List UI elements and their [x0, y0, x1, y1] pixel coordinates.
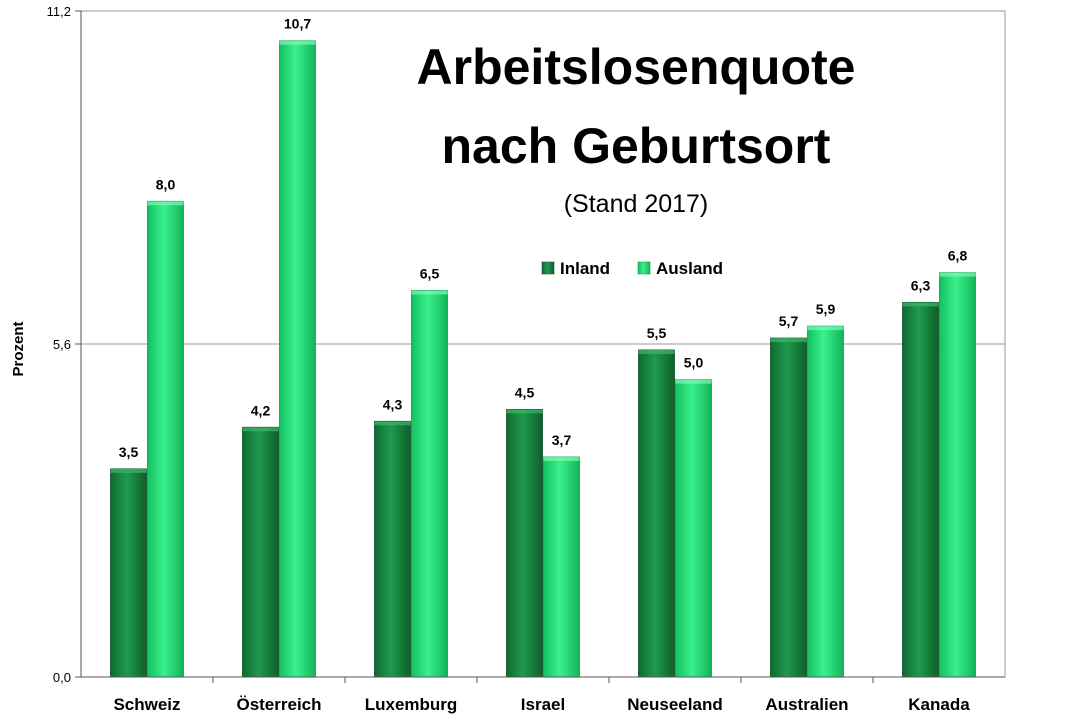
- bar-cap-inland-0: [110, 468, 147, 473]
- bar-cap-inland-4: [638, 349, 675, 354]
- legend-swatch-ausland: [637, 261, 651, 275]
- data-label-ausland-0: 8,0: [156, 176, 176, 192]
- gridlines: [81, 10, 1005, 345]
- data-label-ausland-1: 10,7: [284, 16, 311, 32]
- chart-title-line-1: Arbeitslosenquote: [417, 39, 856, 95]
- legend: Inland Ausland: [541, 259, 723, 278]
- bar-cap-inland-6: [902, 302, 939, 307]
- bar-cap-inland-3: [506, 409, 543, 414]
- x-axis-categories: Schweiz Österreich Luxemburg Israel Neuseela…: [113, 677, 970, 714]
- data-label-ausland-4: 5,0: [684, 355, 704, 371]
- data-label-ausland-3: 3,7: [552, 432, 572, 448]
- x-category-label-6: Kanada: [908, 695, 970, 714]
- data-label-inland-1: 4,2: [251, 402, 271, 418]
- bar-cap-ausland-1: [279, 40, 316, 45]
- bar-inland-3: [506, 409, 543, 678]
- bar-ausland-3: [543, 456, 580, 678]
- bar-cap-ausland-2: [411, 290, 448, 295]
- bar-ausland-1: [279, 40, 316, 678]
- bar-cap-ausland-6: [939, 272, 976, 277]
- y-tick-label-0: 0,0: [53, 670, 71, 685]
- data-label-inland-0: 3,5: [119, 444, 139, 460]
- bar-cap-ausland-0: [147, 201, 184, 206]
- bar-inland-0: [110, 468, 147, 678]
- bar-inland-5: [770, 337, 807, 678]
- legend-label-inland: Inland: [560, 259, 610, 278]
- data-label-inland-2: 4,3: [383, 396, 403, 412]
- bar-cap-inland-5: [770, 338, 807, 343]
- legend-label-ausland: Ausland: [656, 259, 723, 278]
- data-label-inland-5: 5,7: [779, 313, 799, 329]
- bar-cap-ausland-5: [807, 326, 844, 331]
- bar-inland-2: [374, 420, 411, 678]
- data-label-ausland-2: 6,5: [420, 265, 440, 281]
- data-label-ausland-6: 6,8: [948, 248, 968, 264]
- data-labels: 3,5 8,0 4,2 10,7 4,3 6,5 4,5 3,7 5,5 5,0 5,7 5,9 6,3…: [119, 16, 968, 460]
- bar-ausland-0: [147, 200, 184, 678]
- y-tick-label-2: 11,2: [47, 4, 71, 19]
- data-label-ausland-5: 5,9: [816, 301, 836, 317]
- bars: [110, 40, 976, 678]
- data-label-inland-3: 4,5: [515, 384, 535, 400]
- bar-cap-inland-2: [374, 421, 411, 426]
- x-category-label-4: Neuseeland: [627, 695, 722, 714]
- chart-subtitle: (Stand 2017): [564, 190, 709, 218]
- legend-swatch-inland: [541, 261, 555, 275]
- bar-ausland-6: [939, 272, 976, 678]
- bar-cap-inland-1: [242, 427, 279, 432]
- x-category-label-1: Österreich: [236, 695, 321, 714]
- x-category-label-5: Australien: [765, 695, 848, 714]
- bar-ausland-2: [411, 290, 448, 678]
- bar-cap-ausland-4: [675, 379, 712, 384]
- y-axis-title: Prozent: [10, 321, 27, 376]
- bar-ausland-4: [675, 379, 712, 678]
- y-tick-label-1: 5,6: [53, 337, 71, 352]
- data-label-inland-6: 6,3: [911, 277, 931, 293]
- bar-inland-4: [638, 349, 675, 678]
- data-label-inland-4: 5,5: [647, 325, 667, 341]
- x-category-label-2: Luxemburg: [365, 695, 458, 714]
- y-axis-ticks: 0,0 5,6 11,2: [47, 4, 81, 685]
- x-category-label-3: Israel: [521, 695, 565, 714]
- chart-title-line-2: nach Geburtsort: [442, 118, 831, 174]
- bar-ausland-5: [807, 325, 844, 678]
- x-category-label-0: Schweiz: [113, 695, 180, 714]
- bar-inland-1: [242, 426, 279, 678]
- bar-inland-6: [902, 301, 939, 678]
- bar-cap-ausland-3: [543, 456, 580, 461]
